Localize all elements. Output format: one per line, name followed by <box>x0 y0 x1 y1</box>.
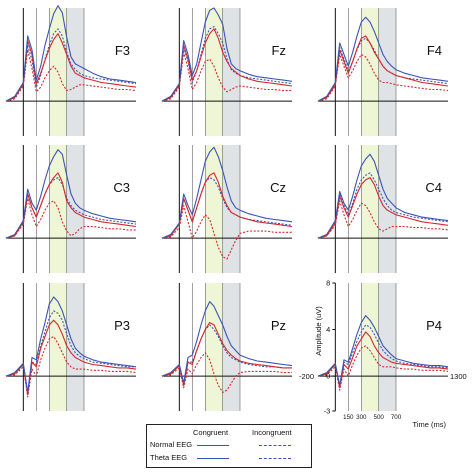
panel-f4-normal-incongruent-line <box>317 53 449 102</box>
panel-c4-label: C4 <box>425 180 442 195</box>
panel-f3: F3 <box>5 5 137 136</box>
legend-normal-label: Normal EEG <box>150 440 193 449</box>
panel-c4-theta-congruent-line <box>317 153 449 239</box>
panel-c3-theta-congruent-line <box>5 149 137 239</box>
panel-f4-label: F4 <box>427 43 442 58</box>
panel-cz-window-0 <box>205 145 223 273</box>
panel-cz-normal-incongruent-line <box>161 204 292 260</box>
legend-theta-congruent-swatch <box>197 458 229 459</box>
panel-f4-window-1 <box>378 8 396 136</box>
panel-p3-theta-congruent-line <box>5 296 137 393</box>
x-min-label: -200 <box>299 372 314 381</box>
panel-pz-window-1 <box>222 283 240 411</box>
panel-c4-window-0 <box>361 145 379 273</box>
panel-p4-normal-congruent-line <box>317 331 449 389</box>
panel-pz-normal-congruent-line <box>161 322 292 386</box>
panel-pz-theta-congruent-line <box>161 301 293 384</box>
legend-incongruent-header: Incongruent <box>252 428 292 437</box>
marker-label-500: 500 <box>374 414 385 421</box>
panel-c3: C3 <box>5 145 137 273</box>
panel-cz-label: Cz <box>270 180 286 195</box>
panel-f3-normal-congruent-line <box>5 33 137 102</box>
panel-cz-normal-congruent-line <box>161 172 293 239</box>
panel-f4-normal-congruent-line <box>317 35 449 102</box>
panel-f3-window-1 <box>66 8 84 136</box>
panel-c3-label: C3 <box>113 180 130 195</box>
marker-label-150: 150 <box>343 414 354 421</box>
panel-pz: Pz <box>161 283 293 411</box>
panel-fz-normal-congruent-line <box>161 28 293 102</box>
panel-cz-window-1 <box>222 145 240 273</box>
panel-pz-normal-incongruent-line <box>161 352 292 393</box>
panel-c4-normal-congruent-line <box>317 177 449 239</box>
legend-theta-label: Theta EEG <box>150 453 188 462</box>
panel-fz-theta-incongruent-line <box>161 26 293 102</box>
panel-p4-theta-incongruent-line <box>317 324 449 388</box>
y-axis-label: Amplitude (uV) <box>314 306 323 356</box>
panel-pz-label: Pz <box>271 318 286 333</box>
panel-p4-label: P4 <box>426 318 442 333</box>
panel-f3-theta-incongruent-line <box>5 28 137 102</box>
panel-p4-normal-incongruent-line <box>317 345 449 391</box>
panel-f3-theta-congruent-line <box>5 5 137 102</box>
panel-p3-window-0 <box>49 283 67 411</box>
legend-congruent-header: Congruent <box>193 428 229 437</box>
legend: Congruent Incongruent Normal EEG Theta E… <box>146 424 312 468</box>
panel-p4-theta-congruent-line <box>317 315 449 386</box>
marker-label-700: 700 <box>391 414 402 421</box>
panel-c3-normal-congruent-line <box>5 172 137 239</box>
panel-f4: F4 <box>317 8 449 136</box>
panel-p3-normal-incongruent-line <box>5 335 137 398</box>
panel-f4-window-0 <box>361 8 379 136</box>
panel-fz-theta-congruent-line <box>161 7 293 102</box>
p4-ytick-label--3: -3 <box>324 407 331 416</box>
panel-cz-theta-congruent-line <box>161 146 293 239</box>
panel-f3-label: F3 <box>115 43 130 58</box>
panel-f3-normal-incongruent-line <box>5 49 137 102</box>
x-axis-label: Time (ms) <box>413 420 447 429</box>
panel-p4-window-1 <box>378 283 396 411</box>
panel-cz: Cz <box>161 145 293 273</box>
panel-c4: C4 <box>317 145 449 273</box>
marker-label-300: 300 <box>356 414 367 421</box>
panel-f4-theta-congruent-line <box>317 16 449 102</box>
panel-pz-window-0 <box>205 283 223 411</box>
p4-ytick-label-4: 4 <box>326 325 330 334</box>
panel-fz-window-1 <box>222 8 240 136</box>
panel-fz: Fz <box>161 7 293 136</box>
panel-c4-window-1 <box>378 145 396 273</box>
panel-fz-normal-incongruent-line <box>161 51 292 102</box>
panel-c4-theta-incongruent-line <box>317 172 449 239</box>
x-max-label: 1300 <box>450 372 467 381</box>
panel-p3: P3 <box>5 283 137 411</box>
panel-f4-theta-incongruent-line <box>317 37 449 102</box>
p4-ytick-label-8: 8 <box>326 279 330 288</box>
legend-theta-incongruent-swatch <box>259 458 291 459</box>
legend-normal-incongruent-swatch <box>259 445 291 446</box>
panel-p3-label: P3 <box>114 318 130 333</box>
panel-cz-theta-incongruent-line <box>161 177 293 239</box>
p4-ytick-label-0: 0 <box>326 372 330 381</box>
panel-p4-window-0 <box>361 283 379 411</box>
panel-c3-window-1 <box>66 145 84 273</box>
legend-normal-congruent-swatch <box>197 445 229 446</box>
panel-p4: P4 <box>317 283 449 411</box>
panel-c3-normal-incongruent-line <box>5 197 136 239</box>
panel-fz-label: Fz <box>272 43 286 58</box>
